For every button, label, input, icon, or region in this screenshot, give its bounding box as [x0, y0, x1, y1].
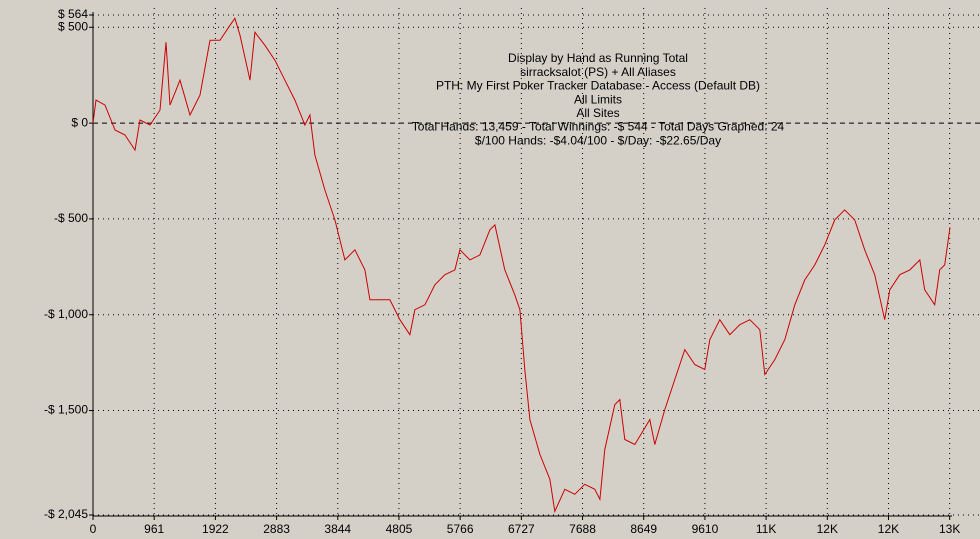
y-tick-label: $ 564	[58, 7, 88, 21]
annotation: $/100 Hands: -$4.04/100 - $/Day: -$22.65…	[475, 133, 721, 147]
x-tick-label: 9610	[692, 522, 719, 536]
x-tick-label: 1922	[202, 522, 229, 536]
x-tick-label: 12K	[878, 522, 899, 536]
x-tick-label: 7688	[569, 522, 596, 536]
y-tick-label: -$ 1,000	[44, 307, 88, 321]
x-tick-label: 2883	[263, 522, 290, 536]
series-line	[92, 17, 951, 514]
y-tick-label: -$ 500	[54, 211, 88, 225]
x-tick-label: 13K	[939, 522, 960, 536]
x-tick-label: 4805	[386, 522, 413, 536]
annotation: All Sites	[576, 106, 619, 120]
annotation: Total Hands: 13,459 - Total Winnings: -$…	[412, 120, 785, 134]
x-tick-label: 11K	[756, 522, 776, 536]
x-tick-label: 12K	[817, 522, 838, 536]
annotation: sirracksalot (PS) + All Aliases	[520, 65, 676, 79]
y-tick-label: -$ 2,045	[44, 507, 88, 521]
x-tick-label: 5766	[447, 522, 474, 536]
x-tick-label: 8649	[630, 522, 657, 536]
annotation: All Limits	[574, 92, 622, 106]
annotation: Display by Hand as Running Total	[508, 51, 688, 65]
x-tick-label: 961	[144, 522, 164, 536]
x-tick-label: 0	[90, 522, 97, 536]
y-tick-label: -$ 1,500	[44, 403, 88, 417]
y-tick-label: $ 0	[71, 115, 88, 129]
y-tick-label: $ 500	[58, 19, 88, 33]
x-tick-label: 6727	[508, 522, 535, 536]
x-tick-label: 3844	[324, 522, 351, 536]
annotation: PTH: My First Poker Tracker Database - A…	[436, 79, 760, 93]
